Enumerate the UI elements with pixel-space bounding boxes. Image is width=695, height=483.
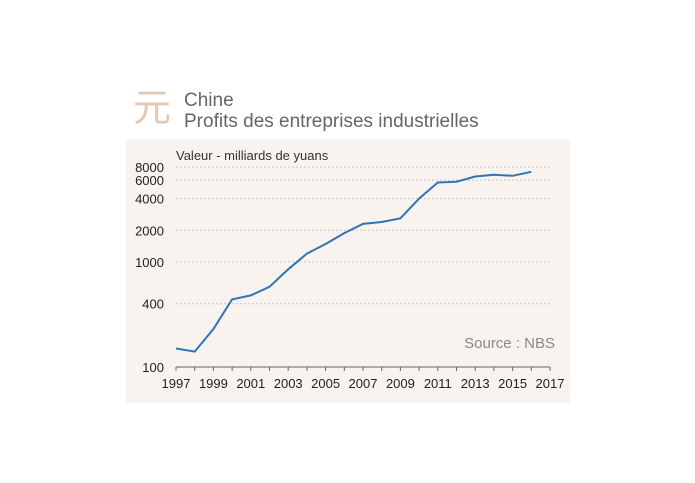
y-tick-label: 100 — [142, 360, 164, 375]
x-tick-label: 2015 — [498, 376, 527, 391]
y-axis-label: Valeur - milliards de yuans — [176, 148, 329, 163]
chart-title: Chine — [184, 90, 234, 111]
y-tick-label: 400 — [142, 297, 164, 312]
x-tick-label: 2007 — [349, 376, 378, 391]
x-axis — [175, 366, 551, 371]
series-line-profits — [175, 170, 532, 353]
x-tick-label: 2011 — [424, 376, 452, 391]
x-tick-label: 2009 — [386, 376, 415, 391]
gridlines — [176, 166, 550, 305]
y-tick-label: 4000 — [135, 192, 164, 207]
x-tick-label: 1999 — [199, 376, 228, 391]
x-tick-label: 2017 — [536, 376, 565, 391]
source-label: Source : NBS — [464, 335, 555, 352]
x-tick-label: 2001 — [236, 376, 265, 391]
y-tick-label: 6000 — [135, 173, 164, 188]
x-tick-label: 1997 — [162, 376, 191, 391]
y-tick-label: 1000 — [135, 255, 164, 270]
chart-subtitle: Profits des entreprises industrielles — [184, 111, 479, 132]
chart-panel — [126, 139, 570, 403]
x-tick-label: 2003 — [274, 376, 303, 391]
y-tick-label: 8000 — [135, 160, 164, 175]
x-tick-label: 2005 — [311, 376, 340, 391]
yuan-logo-icon: 元 — [133, 86, 172, 130]
y-tick-label: 2000 — [135, 223, 164, 238]
x-tick-label: 2013 — [461, 376, 490, 391]
x-tick-labels: 1997 1999 2001 2003 2005 2007 2009 2011 2013 2015… — [162, 376, 565, 391]
